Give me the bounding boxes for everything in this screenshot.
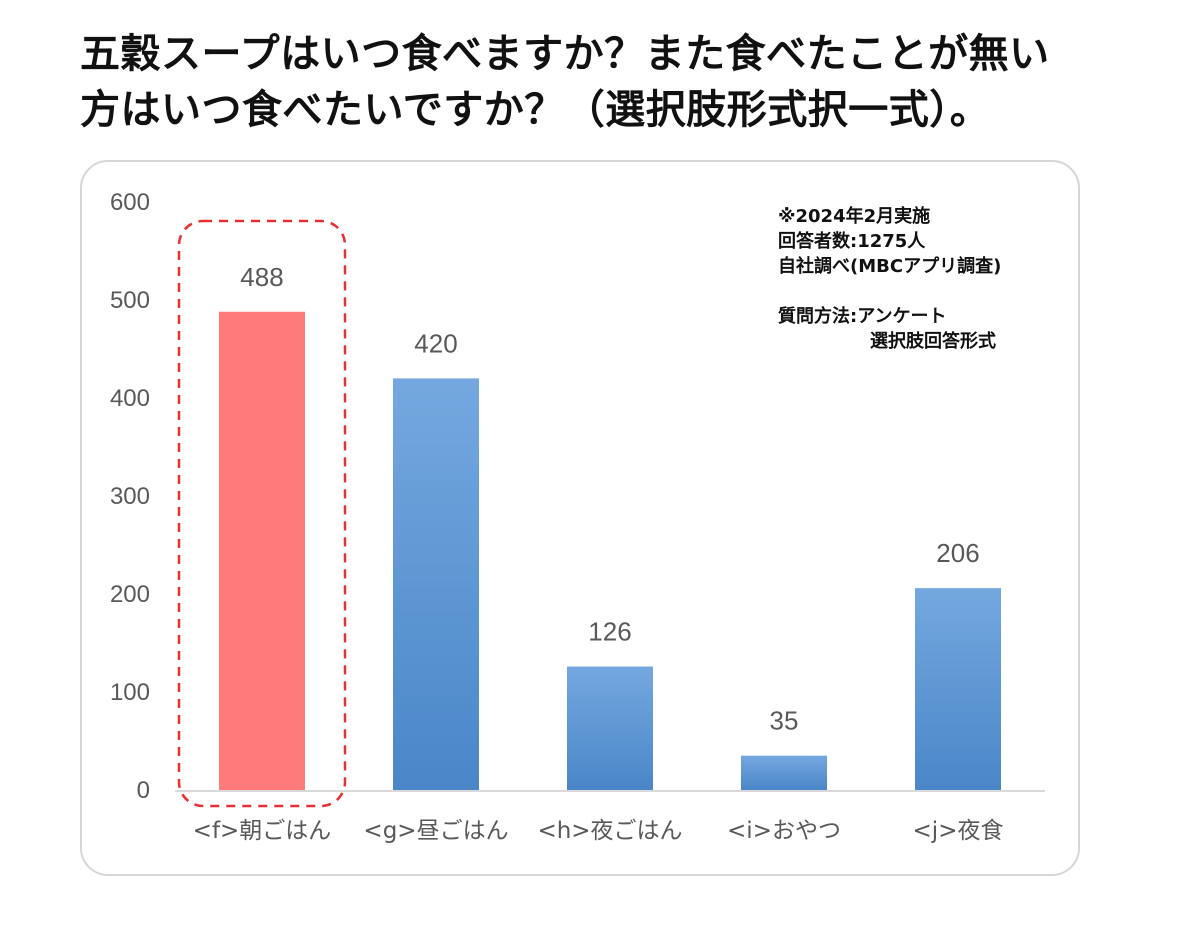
y-tick-label: 300 — [110, 483, 150, 510]
bar-value-label: 488 — [240, 262, 283, 292]
bar — [219, 311, 305, 790]
bar — [741, 755, 827, 790]
bars — [219, 311, 1001, 790]
bar-value-label: 126 — [588, 617, 631, 647]
chart-title: 五穀スープはいつ食べますか？また食べたことが無い 方はいつ食べたいですか？（選択… — [80, 26, 1160, 138]
note-spacer — [778, 279, 1001, 304]
bar-value-label: 206 — [936, 538, 979, 568]
chart-title-line-2: 方はいつ食べたいですか？（選択肢形式択一式）。 — [80, 87, 991, 133]
chart-title-line-1: 五穀スープはいつ食べますか？また食べたことが無い — [80, 31, 1050, 77]
y-tick-label: 200 — [110, 581, 150, 608]
note-line-format: 選択肢回答形式 — [870, 331, 996, 352]
value-labels: 488 420 126 35 206 — [240, 262, 979, 736]
y-tick-label: 400 — [110, 385, 150, 412]
y-axis-ticks: 0 100 200 300 400 500 600 — [110, 189, 150, 804]
y-tick-label: 0 — [137, 777, 150, 804]
category-label: <j>夜食 — [913, 818, 1004, 844]
category-label: <g>昼ごはん — [363, 818, 508, 844]
category-labels: <f>朝ごはん <g>昼ごはん <h>夜ごはん <i>おやつ <j>夜食 — [193, 818, 1004, 844]
category-label: <f>朝ごはん — [193, 818, 332, 844]
category-label: <h>夜ごはん — [537, 818, 682, 844]
y-tick-label: 600 — [110, 189, 150, 216]
note-line-respondents: 回答者数:1275人 — [778, 231, 926, 252]
category-label: <i>おやつ — [727, 818, 841, 844]
bar-value-label: 420 — [414, 328, 457, 358]
bar — [915, 588, 1001, 790]
y-tick-label: 500 — [110, 287, 150, 314]
note-line-method: 質問方法:アンケート — [778, 306, 947, 327]
y-tick-label: 100 — [110, 679, 150, 706]
note-line-date: ※2024年2月実施 — [778, 206, 931, 227]
note-line-source: 自社調べ(MBCアプリ調査) — [778, 256, 1002, 277]
survey-note: ※2024年2月実施 回答者数:1275人 自社調べ(MBCアプリ調査) 質問方… — [778, 204, 1001, 354]
bar-value-label: 35 — [770, 706, 799, 736]
bar — [567, 666, 653, 790]
bar — [393, 378, 479, 790]
highlight-dashed-box — [177, 219, 347, 808]
